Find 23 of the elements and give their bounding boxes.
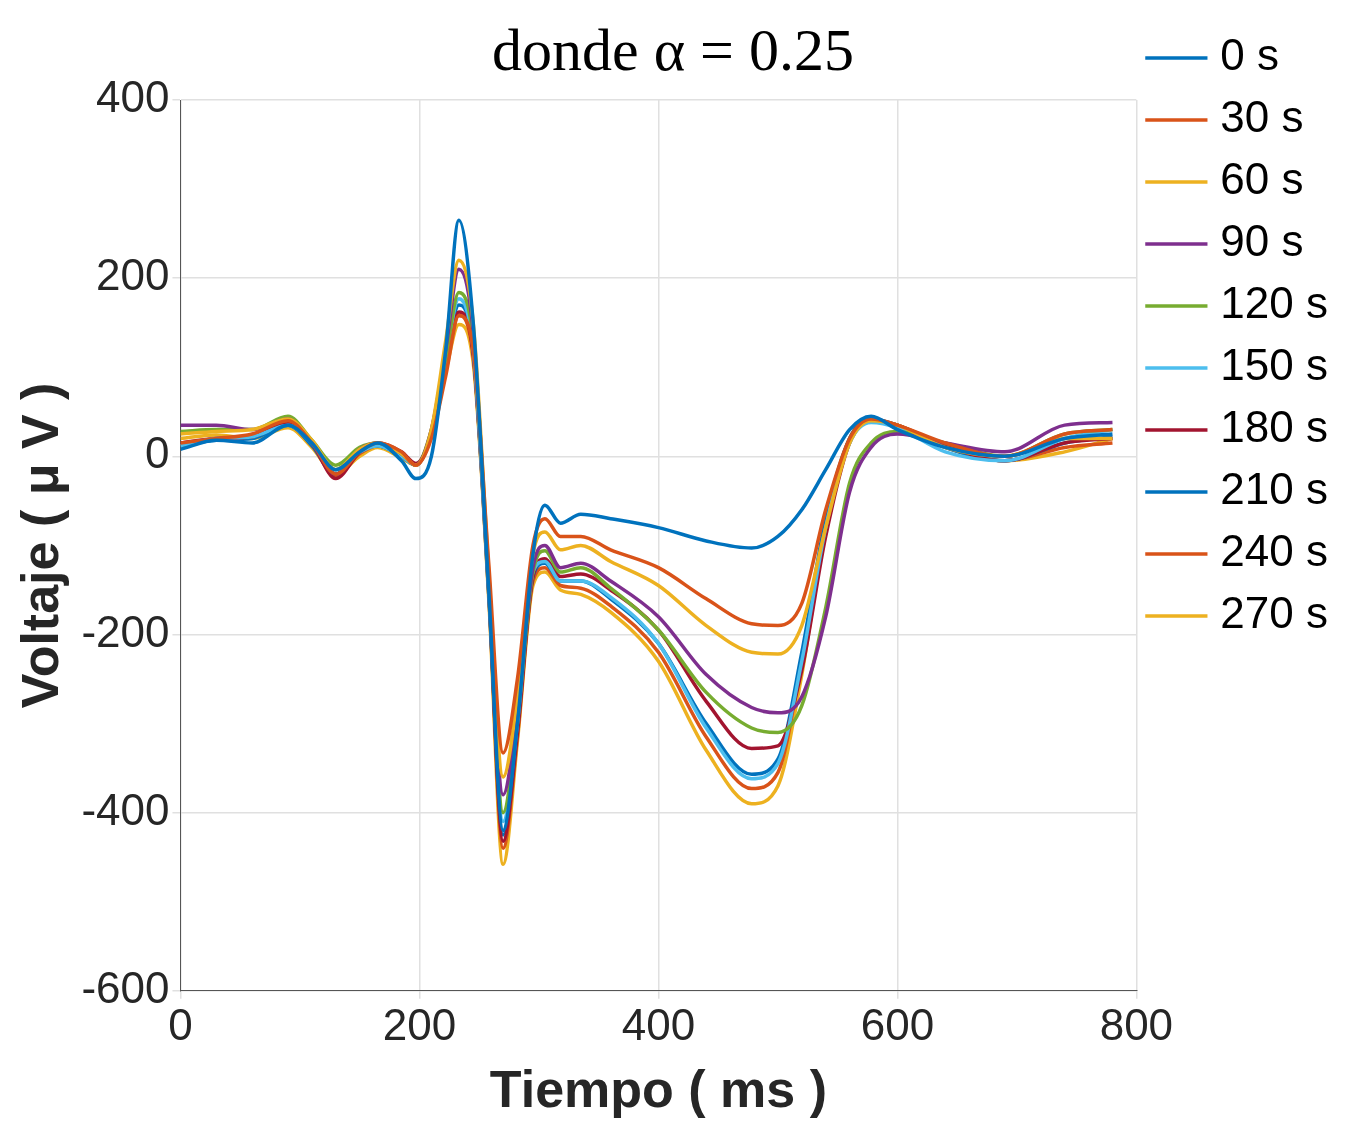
legend-label: 120 s — [1220, 278, 1328, 328]
legend-label: 270 s — [1220, 588, 1328, 638]
y-tick-label: 400 — [96, 72, 170, 122]
legend-label: 210 s — [1220, 464, 1328, 514]
chart-title: donde α = 0.25 — [492, 16, 854, 83]
x-tick-label: 600 — [860, 1000, 935, 1050]
legend-label: 30 s — [1220, 92, 1304, 142]
y-tick-label: -400 — [81, 784, 170, 834]
legend-label: 60 s — [1220, 154, 1304, 204]
y-tick-label: -600 — [81, 962, 170, 1012]
y-tick-label: 0 — [144, 428, 170, 478]
x-axis-title: Tiempo ( ms ) — [489, 1060, 827, 1119]
legend-label: 180 s — [1220, 402, 1328, 452]
x-tick-label: 200 — [382, 1000, 457, 1050]
legend-label: 90 s — [1220, 216, 1304, 266]
x-tick-label: 400 — [621, 1000, 696, 1050]
legend-label: 0 s — [1220, 30, 1280, 80]
y-axis-title: Voltaje ( μ V ) — [10, 382, 69, 709]
legend-label: 150 s — [1220, 340, 1328, 390]
y-tick-label: -200 — [81, 606, 170, 656]
x-tick-label: 800 — [1099, 1000, 1174, 1050]
y-tick-label: 200 — [96, 250, 170, 300]
legend-label: 240 s — [1220, 526, 1328, 576]
